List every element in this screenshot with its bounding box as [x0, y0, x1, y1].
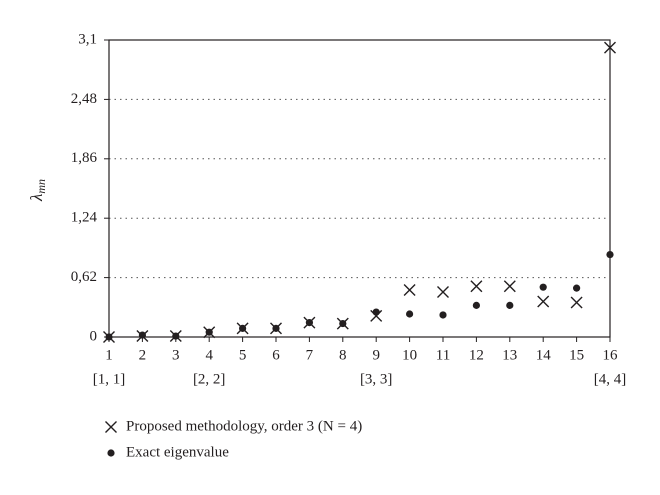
marker-dot [472, 301, 480, 309]
x-tick-label: 3 [172, 347, 180, 363]
marker-dot [406, 310, 414, 318]
x-tick-label: 13 [502, 347, 517, 363]
x-tick-label: 5 [239, 347, 247, 363]
marker-cross [403, 284, 416, 297]
marker-dot [107, 449, 115, 457]
marker-dot [506, 301, 514, 309]
y-tick-label: 1,86 [71, 150, 98, 166]
marker-cross [570, 296, 583, 309]
marker-cross [105, 421, 117, 433]
y-axis-label: λmn [27, 179, 48, 202]
marker-dot [439, 311, 447, 319]
marker-cross [537, 295, 550, 308]
x-tick-label: 8 [339, 347, 347, 363]
marker-dot [205, 328, 213, 336]
x-tick-label: 2 [139, 347, 147, 363]
marker-dot [372, 308, 380, 316]
x-tick-label: 9 [372, 347, 380, 363]
x-tick-label: 4 [205, 347, 213, 363]
marker-dot [606, 251, 614, 259]
marker-dot [239, 324, 247, 332]
marker-dot [573, 284, 581, 292]
x-tick-label: 15 [569, 347, 584, 363]
marker-cross [470, 280, 483, 293]
x-annotation: [3, 3] [360, 371, 393, 387]
x-tick-label: 1 [105, 347, 113, 363]
marker-cross [437, 285, 449, 298]
y-tick-label: 2,48 [71, 91, 97, 107]
marker-dot [272, 324, 280, 332]
x-tick-label: 10 [402, 347, 417, 363]
x-tick-label: 7 [306, 347, 314, 363]
x-tick-label: 11 [436, 347, 450, 363]
legend-label: Proposed methodology, order 3 (N = 4) [126, 418, 362, 434]
x-annotation: [4, 4] [594, 371, 627, 387]
marker-dot [305, 319, 313, 327]
marker-dot [105, 333, 113, 341]
plot-frame [108, 39, 611, 338]
x-tick-label: 6 [272, 347, 280, 363]
x-tick-label: 12 [469, 347, 484, 363]
y-tick-label: 0 [90, 328, 98, 344]
marker-cross [370, 309, 383, 322]
y-tick-label: 3,1 [78, 31, 97, 47]
legend-label: Exact eigenvalue [126, 444, 229, 460]
marker-dot [539, 283, 547, 291]
x-tick-label: 16 [603, 347, 619, 363]
x-annotation: [2, 2] [193, 371, 226, 387]
marker-cross [604, 41, 616, 54]
y-tick-label: 1,24 [71, 210, 98, 226]
marker-dot [172, 332, 180, 340]
marker-dot [138, 331, 146, 339]
marker-dot [339, 319, 347, 328]
x-annotation: [1, 1] [93, 371, 126, 387]
y-label-symbol: λ [27, 194, 46, 202]
y-tick-label: 0,62 [71, 269, 97, 285]
x-tick-label: 14 [536, 347, 552, 363]
marker-cross [503, 280, 516, 293]
y-label-subscript: mn [34, 179, 48, 194]
